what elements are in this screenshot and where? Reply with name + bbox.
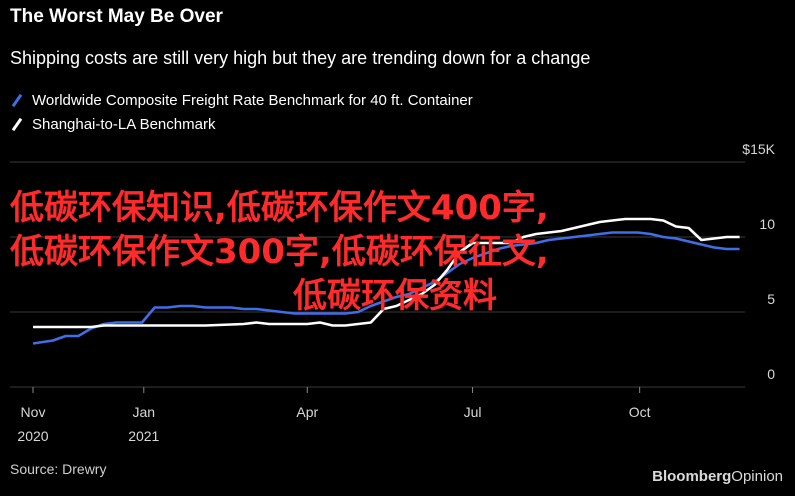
watermark-overlay: 低碳环保知识,低碳环保作文400字, 低碳环保作文300字,低碳环保征文, 低碳… <box>10 186 780 318</box>
series-line-1 <box>33 217 740 329</box>
brand-sub: Opinion <box>731 468 783 485</box>
axis-labels: $15K 10 5 0 Nov 2020 Jan 2021 Apr Jul Oct <box>17 141 775 444</box>
series-lines <box>32 217 740 345</box>
chart-subtitle: Shipping costs are still very high but t… <box>10 48 591 68</box>
legend-label-composite: Worldwide Composite Freight Rate Benchma… <box>32 91 473 109</box>
brand-logo: BloombergOpinion <box>652 468 783 485</box>
brand-main: Bloomberg <box>652 468 732 485</box>
chart-legend: Worldwide Composite Freight Rate Benchma… <box>10 88 473 136</box>
y-tick-label-1: 10 <box>759 216 775 232</box>
x-tick-label-2: Apr <box>296 404 318 420</box>
y-tick-label-3: 0 <box>767 366 775 382</box>
chart-title: The Worst May Be Over <box>10 6 223 27</box>
grid-lines <box>10 161 745 388</box>
x-tick-sublabel-1: 2021 <box>128 428 159 444</box>
legend-item-composite: Worldwide Composite Freight Rate Benchma… <box>10 88 473 112</box>
x-tick-sublabel-0: 2020 <box>17 428 48 444</box>
overlay-line-3: 低碳环保资料 <box>293 276 497 316</box>
x-tick-label-3: Jul <box>464 404 482 420</box>
x-tick-label-0: Nov <box>21 404 46 420</box>
legend-label-shanghai-la: Shanghai-to-LA Benchmark <box>32 115 216 133</box>
source-note: Source: Drewry <box>10 461 107 477</box>
overlay-line-1: 低碳环保知识,低碳环保作文400字, <box>10 188 549 228</box>
overlay-line-2: 低碳环保作文300字,低碳环保征文, <box>10 232 549 272</box>
series-line-0 <box>32 231 740 345</box>
y-tick-label-0: $15K <box>742 141 775 157</box>
x-tick-label-4: Oct <box>629 404 651 420</box>
x-tick-label-1: Jan <box>133 404 156 420</box>
y-tick-label-2: 5 <box>767 291 775 307</box>
legend-item-shanghai-la: Shanghai-to-LA Benchmark <box>10 112 473 136</box>
